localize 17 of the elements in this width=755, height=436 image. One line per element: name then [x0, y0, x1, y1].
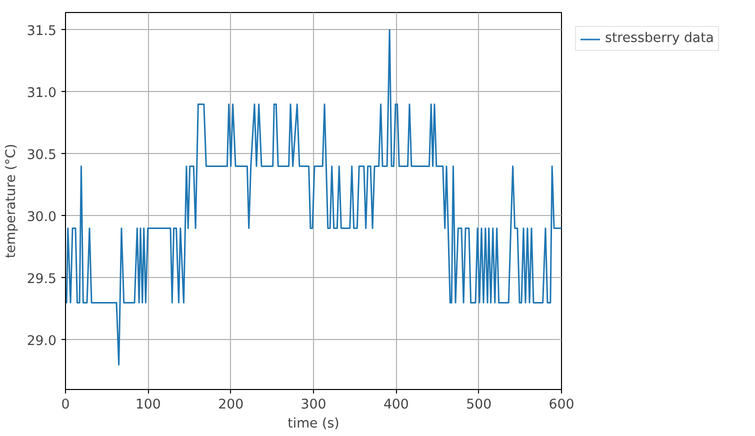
x-tick-label: 0: [61, 398, 70, 412]
line-series: [66, 29, 562, 366]
y-axis-title: temperature (°C): [4, 144, 19, 258]
x-tick-label: 300: [300, 398, 326, 412]
y-tick-label: 30.0: [26, 210, 57, 225]
y-tick-label: 29.5: [26, 272, 57, 287]
x-tick-label: 200: [218, 398, 244, 412]
y-tick-label: 29.0: [26, 334, 57, 349]
x-tick-label: 600: [548, 398, 574, 412]
y-tick-label: 31.0: [26, 86, 57, 101]
x-tick-label: 500: [466, 398, 492, 412]
x-tick-label: 400: [383, 398, 409, 412]
x-tick-label: 100: [135, 398, 161, 412]
y-tick-label: 31.5: [26, 24, 57, 39]
y-tick-label: 30.5: [26, 148, 57, 163]
legend-label: stressberry data: [605, 31, 714, 46]
x-axis-title: time (s): [288, 416, 340, 432]
